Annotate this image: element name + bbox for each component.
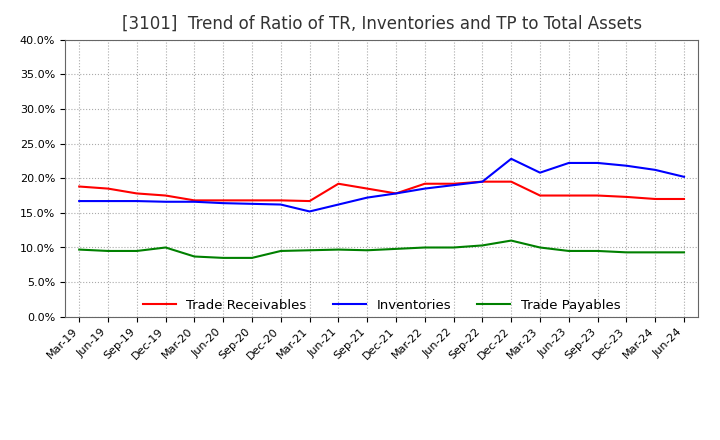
Inventories: [161, 199, 170, 205]
Inventories: [507, 156, 516, 161]
Trade Receivables: [161, 193, 170, 198]
Inventories: [536, 170, 544, 175]
Inventories: [219, 201, 228, 206]
Inventories: [392, 191, 400, 196]
Inventories: [478, 179, 487, 184]
Trade Payables: [536, 245, 544, 250]
Trade Receivables: [190, 198, 199, 203]
Inventories: [564, 160, 573, 165]
Trade Payables: [219, 255, 228, 260]
Line: Trade Receivables: Trade Receivables: [79, 182, 684, 201]
Trade Receivables: [536, 193, 544, 198]
Trade Receivables: [104, 186, 112, 191]
Trade Payables: [334, 247, 343, 252]
Trade Receivables: [680, 196, 688, 202]
Inventories: [190, 199, 199, 205]
Trade Receivables: [305, 198, 314, 204]
Trade Payables: [104, 248, 112, 253]
Trade Payables: [248, 255, 256, 260]
Inventories: [449, 183, 458, 188]
Trade Receivables: [219, 198, 228, 203]
Trade Payables: [161, 245, 170, 250]
Inventories: [622, 163, 631, 169]
Trade Payables: [392, 246, 400, 252]
Trade Payables: [622, 250, 631, 255]
Inventories: [132, 198, 141, 204]
Trade Payables: [651, 250, 660, 255]
Trade Receivables: [478, 179, 487, 184]
Trade Payables: [276, 248, 285, 253]
Trade Payables: [680, 250, 688, 255]
Inventories: [651, 167, 660, 172]
Trade Payables: [363, 248, 372, 253]
Trade Payables: [420, 245, 429, 250]
Inventories: [363, 195, 372, 200]
Trade Receivables: [334, 181, 343, 187]
Inventories: [276, 202, 285, 207]
Inventories: [248, 201, 256, 206]
Inventories: [75, 198, 84, 204]
Trade Receivables: [564, 193, 573, 198]
Trade Receivables: [363, 186, 372, 191]
Trade Payables: [593, 248, 602, 253]
Trade Receivables: [449, 181, 458, 187]
Trade Receivables: [420, 181, 429, 187]
Trade Payables: [75, 247, 84, 252]
Trade Receivables: [507, 179, 516, 184]
Inventories: [420, 186, 429, 191]
Trade Payables: [564, 248, 573, 253]
Trade Payables: [449, 245, 458, 250]
Trade Receivables: [276, 198, 285, 203]
Line: Trade Payables: Trade Payables: [79, 241, 684, 258]
Inventories: [593, 160, 602, 165]
Trade Receivables: [651, 196, 660, 202]
Trade Receivables: [75, 184, 84, 189]
Trade Payables: [132, 248, 141, 253]
Inventories: [680, 174, 688, 180]
Line: Inventories: Inventories: [79, 159, 684, 212]
Trade Receivables: [593, 193, 602, 198]
Trade Receivables: [132, 191, 141, 196]
Inventories: [104, 198, 112, 204]
Inventories: [334, 202, 343, 207]
Trade Payables: [478, 243, 487, 248]
Trade Payables: [305, 248, 314, 253]
Trade Receivables: [248, 198, 256, 203]
Trade Payables: [507, 238, 516, 243]
Title: [3101]  Trend of Ratio of TR, Inventories and TP to Total Assets: [3101] Trend of Ratio of TR, Inventories…: [122, 15, 642, 33]
Trade Receivables: [392, 191, 400, 196]
Legend: Trade Receivables, Inventories, Trade Payables: Trade Receivables, Inventories, Trade Pa…: [138, 293, 626, 317]
Trade Receivables: [622, 194, 631, 200]
Trade Payables: [190, 254, 199, 259]
Inventories: [305, 209, 314, 214]
